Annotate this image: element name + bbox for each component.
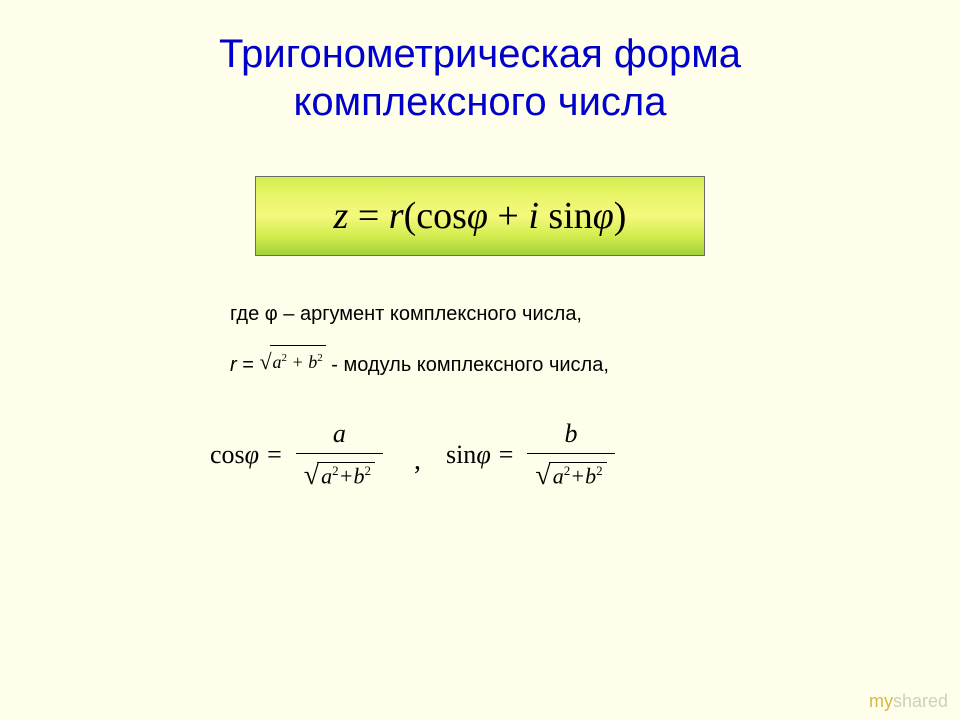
sin-den-root: a2+b2: [549, 462, 607, 489]
title-line2: комплексного числа: [293, 80, 666, 124]
equals: =: [358, 195, 389, 237]
cos-eq: =: [267, 440, 282, 470]
sin-num: b: [556, 419, 585, 453]
cos-phi: φ: [245, 440, 259, 470]
plus: +: [497, 195, 528, 237]
explain-argument: где φ – аргумент комплексного числа,: [230, 296, 960, 332]
cos-label: cos: [416, 195, 467, 237]
sin-label: sin: [548, 195, 592, 237]
explanation-block: где φ – аргумент комплексного числа, r =…: [230, 296, 960, 384]
sin-fraction: b √ a2+b2: [527, 419, 614, 492]
watermark-my: my: [869, 691, 893, 711]
sin-definition: sinφ = b √ a2+b2: [446, 419, 621, 492]
cos-den-root: a2+b2: [317, 462, 375, 489]
sin-func: sin: [446, 440, 476, 470]
watermark-shared: shared: [893, 691, 948, 711]
sqrt-modulus: √ a2 + b2: [259, 342, 325, 382]
separator-comma: ,: [414, 445, 421, 492]
main-formula-box: z = r(cosφ + i sinφ): [255, 176, 705, 256]
watermark: myshared: [869, 691, 948, 712]
var-r-explain: r: [230, 354, 237, 376]
cos-num: a: [325, 419, 354, 453]
lparen: (: [404, 195, 417, 237]
eq-explain: =: [237, 354, 260, 376]
cos-func: cos: [210, 440, 245, 470]
main-formula: z = r(cosφ + i sinφ): [334, 194, 627, 238]
rparen: ): [614, 195, 627, 237]
sin-den: √ a2+b2: [527, 453, 614, 492]
under-root: a2 + b2: [270, 345, 326, 378]
var-z: z: [334, 195, 349, 237]
sin-eq: =: [499, 440, 514, 470]
title-line1: Тригонометрическая форма: [219, 32, 741, 76]
cos-definition: cosφ = a √ a2+b2: [210, 419, 389, 492]
var-i: i: [528, 195, 539, 237]
explain-modulus: r = √ a2 + b2 - модуль комплексного числ…: [230, 344, 960, 384]
cos-den: √ a2+b2: [296, 453, 383, 492]
sin-phi: φ: [476, 440, 490, 470]
phi2: φ: [593, 195, 614, 237]
phi1: φ: [467, 195, 488, 237]
cos-fraction: a √ a2+b2: [296, 419, 383, 492]
modulus-text: - модуль комплексного числа,: [331, 354, 609, 376]
trig-definitions: cosφ = a √ a2+b2 , sinφ = b √ a2+b2: [210, 419, 960, 492]
var-r: r: [389, 195, 404, 237]
slide-title: Тригонометрическая форма комплексного чи…: [0, 0, 960, 126]
